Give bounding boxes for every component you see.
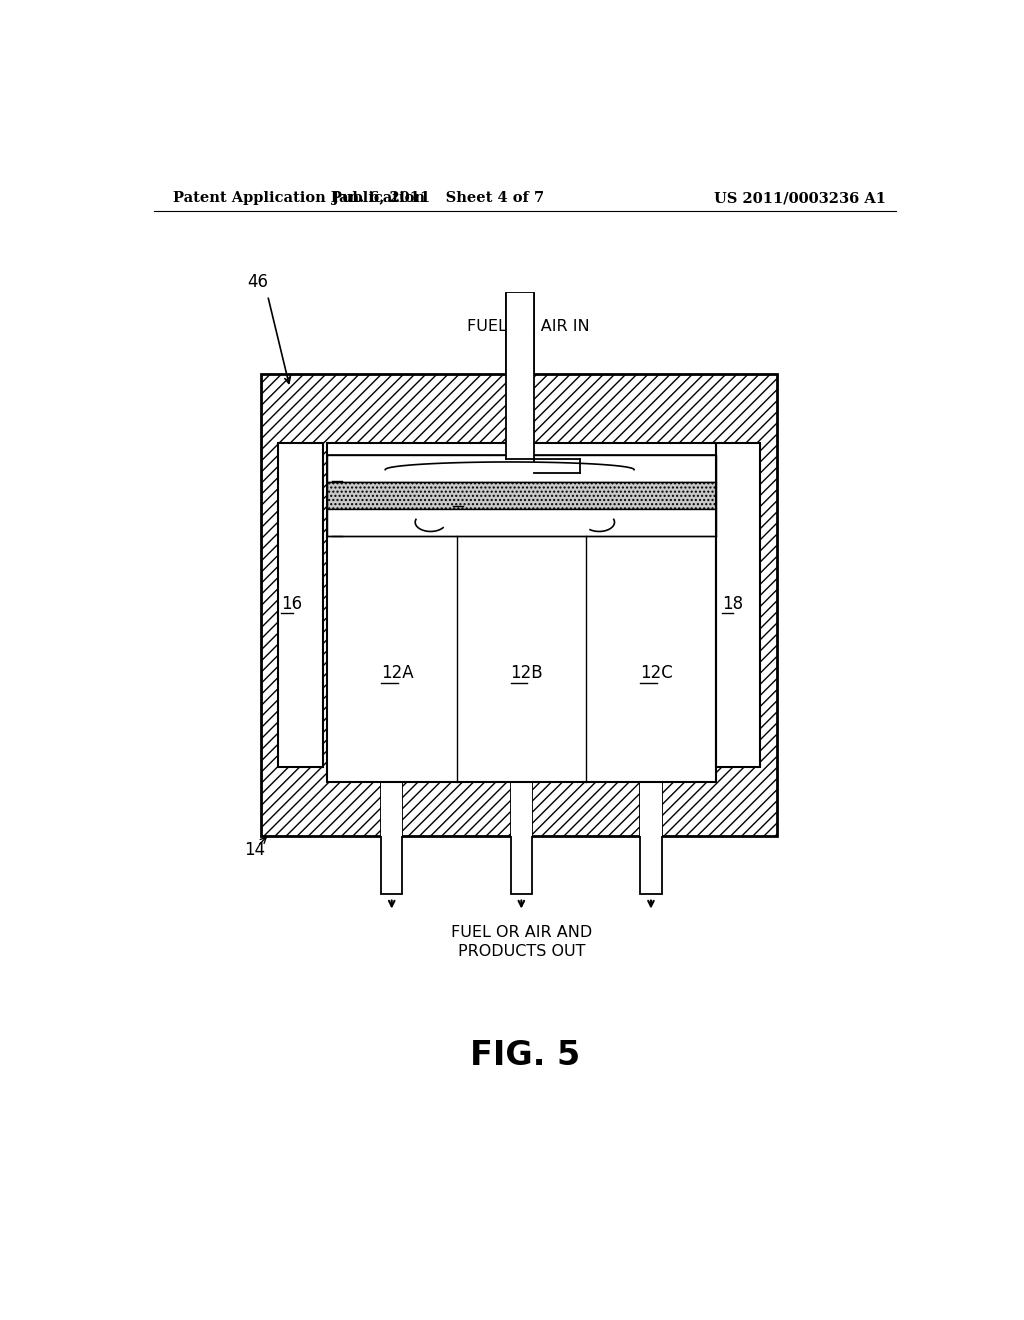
- Text: 12B: 12B: [511, 664, 543, 682]
- Bar: [506, 459, 580, 473]
- Bar: [381, 781, 402, 836]
- Text: US 2011/0003236 A1: US 2011/0003236 A1: [715, 191, 887, 206]
- Text: FUEL OR AIR AND: FUEL OR AIR AND: [451, 925, 592, 940]
- Bar: [279, 444, 323, 767]
- Text: PRODUCTS OUT: PRODUCTS OUT: [458, 944, 585, 960]
- Bar: [327, 444, 716, 781]
- Bar: [506, 374, 535, 444]
- Text: FIG. 5: FIG. 5: [470, 1039, 580, 1072]
- Text: 18: 18: [722, 595, 743, 612]
- Bar: [327, 444, 716, 781]
- Text: 50: 50: [453, 490, 472, 506]
- Bar: [511, 781, 532, 836]
- Bar: [506, 293, 535, 459]
- Text: 46: 46: [248, 273, 268, 290]
- Text: 48: 48: [332, 465, 351, 480]
- Bar: [261, 374, 777, 836]
- Bar: [327, 482, 716, 508]
- Text: 12A: 12A: [381, 664, 414, 682]
- Bar: [511, 781, 532, 894]
- Text: 14: 14: [245, 841, 265, 859]
- Text: 12C: 12C: [640, 664, 673, 682]
- Bar: [381, 781, 402, 894]
- Bar: [327, 444, 716, 455]
- Bar: [640, 781, 662, 894]
- Text: 48: 48: [332, 520, 351, 536]
- Bar: [716, 444, 761, 767]
- Bar: [327, 455, 716, 482]
- Text: 16: 16: [282, 595, 303, 612]
- Text: FUEL OR AIR IN: FUEL OR AIR IN: [467, 318, 589, 334]
- Text: Patent Application Publication: Patent Application Publication: [173, 191, 425, 206]
- Text: Jan. 6, 2011   Sheet 4 of 7: Jan. 6, 2011 Sheet 4 of 7: [333, 191, 545, 206]
- Bar: [327, 444, 716, 455]
- Bar: [640, 781, 662, 836]
- Bar: [506, 293, 535, 374]
- Bar: [327, 508, 716, 536]
